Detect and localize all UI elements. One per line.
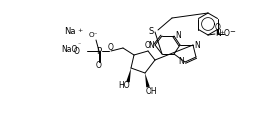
Text: O: O — [108, 42, 114, 51]
Text: O⁻: O⁻ — [88, 32, 98, 38]
Polygon shape — [145, 73, 150, 87]
Polygon shape — [126, 68, 131, 82]
Text: P: P — [97, 46, 102, 56]
Text: +: + — [77, 28, 83, 33]
Text: O: O — [224, 29, 230, 39]
Text: N: N — [178, 57, 184, 67]
Text: HO: HO — [118, 82, 130, 90]
Text: N: N — [194, 40, 200, 50]
Text: N: N — [215, 29, 221, 39]
Text: N: N — [175, 31, 181, 40]
Text: +: + — [220, 29, 224, 35]
Text: O: O — [145, 41, 151, 51]
Text: N: N — [148, 40, 154, 50]
Text: ⁻: ⁻ — [77, 44, 81, 49]
Text: −: − — [229, 29, 235, 35]
Text: O: O — [215, 23, 221, 31]
Text: O: O — [74, 46, 80, 56]
Text: NaO: NaO — [61, 45, 77, 54]
Text: Na: Na — [64, 28, 76, 36]
Text: S: S — [148, 28, 154, 36]
Text: O: O — [96, 61, 102, 71]
Text: OH: OH — [145, 87, 157, 95]
